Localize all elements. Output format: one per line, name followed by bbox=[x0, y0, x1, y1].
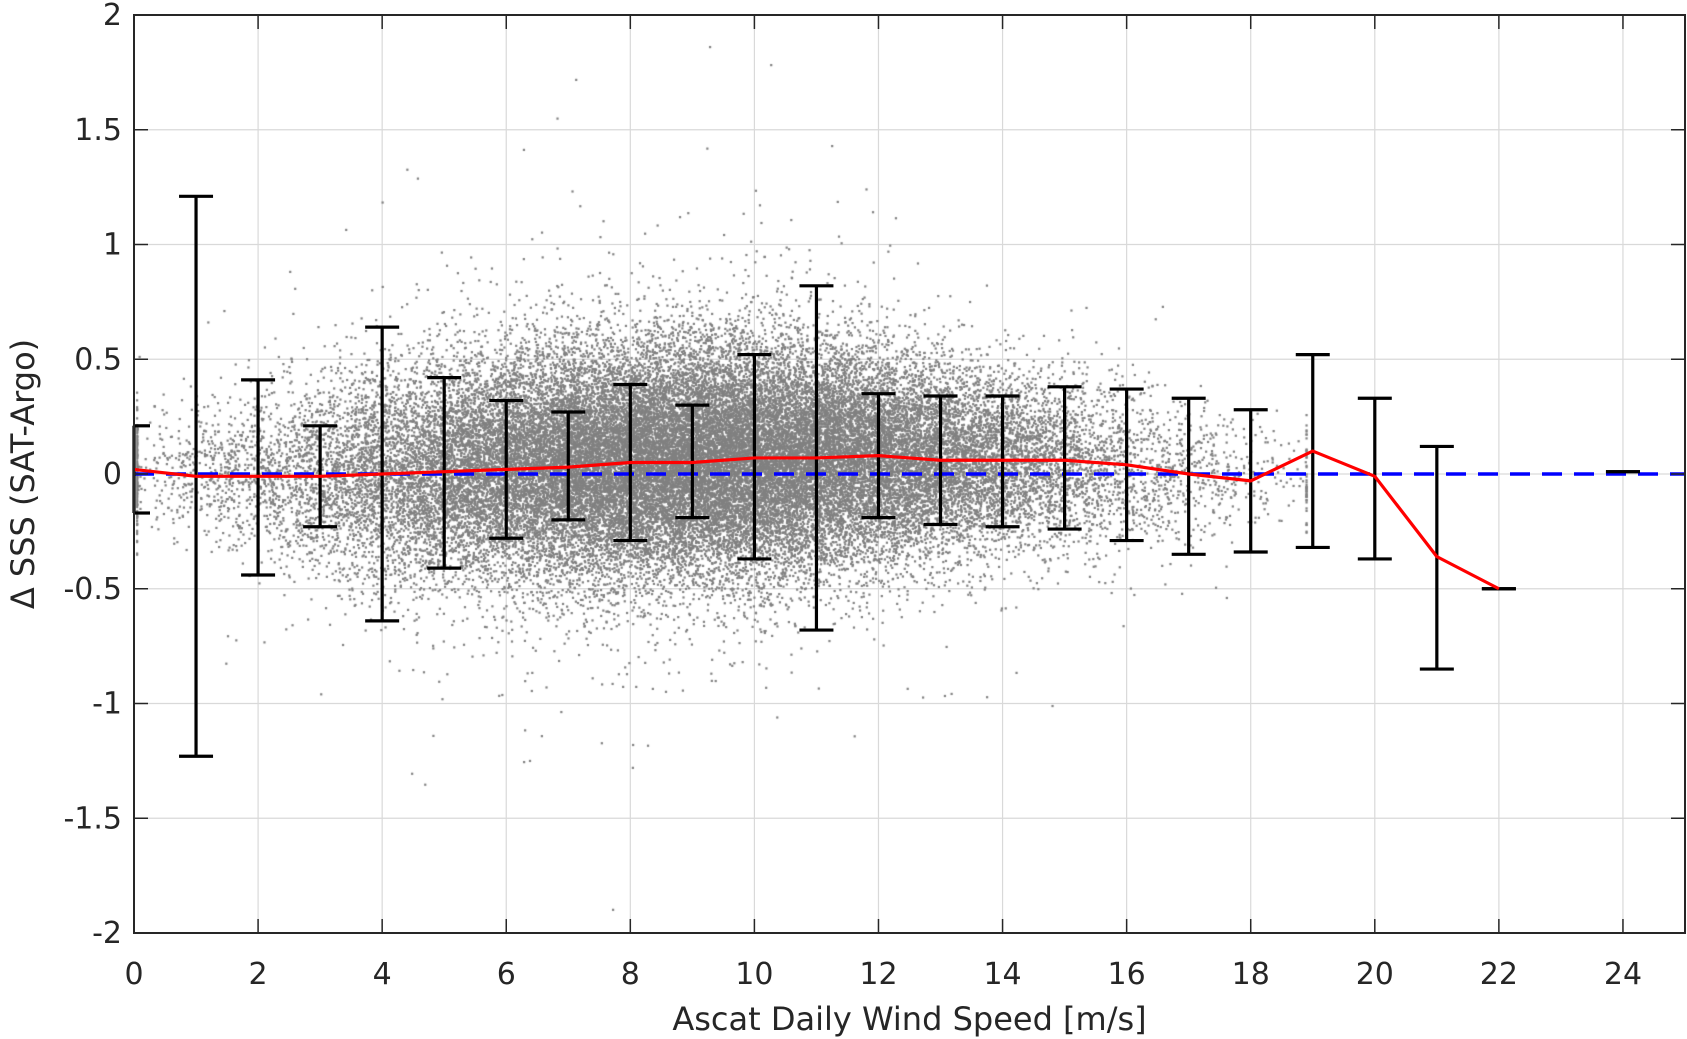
x-tick-label: 2 bbox=[249, 957, 268, 992]
x-tick-label: 24 bbox=[1604, 957, 1642, 992]
y-tick-label: 1 bbox=[103, 228, 122, 263]
x-tick-label: 8 bbox=[621, 957, 640, 992]
x-tick-label: 12 bbox=[859, 957, 897, 992]
x-tick-label: 22 bbox=[1480, 957, 1518, 992]
y-tick-label: 2 bbox=[103, 0, 122, 33]
mean-line bbox=[133, 449, 1500, 591]
y-tick-label: -1.5 bbox=[63, 801, 122, 836]
y-tick-label: -0.5 bbox=[63, 572, 122, 607]
x-tick-label: 10 bbox=[735, 957, 773, 992]
x-tick-label: 16 bbox=[1108, 957, 1146, 992]
x-axis-label: Ascat Daily Wind Speed [m/s] bbox=[672, 1000, 1146, 1038]
y-tick-label: -2 bbox=[92, 916, 122, 951]
y-axis-label: Δ SSS (SAT-Argo) bbox=[4, 339, 42, 609]
y-tick-label: -1 bbox=[92, 687, 122, 722]
error-bar bbox=[1171, 396, 1206, 556]
y-tick-label: 1.5 bbox=[74, 113, 122, 148]
mean-line-series bbox=[133, 449, 1500, 591]
axis-ticks: 0 2 4 6 8 10 12 14 16 18 20 22 24-2-1.5-1-0.500.511.… bbox=[63, 0, 1685, 992]
x-tick-label: 6 bbox=[497, 957, 516, 992]
x-tick-label: 20 bbox=[1356, 957, 1394, 992]
x-tick-label: 0 bbox=[124, 957, 143, 992]
y-tick-label: 0.5 bbox=[74, 342, 122, 377]
x-tick-label: 14 bbox=[983, 957, 1021, 992]
y-tick-label: 0 bbox=[103, 457, 122, 492]
error-bar bbox=[1047, 385, 1082, 531]
x-tick-label: 4 bbox=[373, 957, 392, 992]
x-tick-label: 18 bbox=[1232, 957, 1270, 992]
